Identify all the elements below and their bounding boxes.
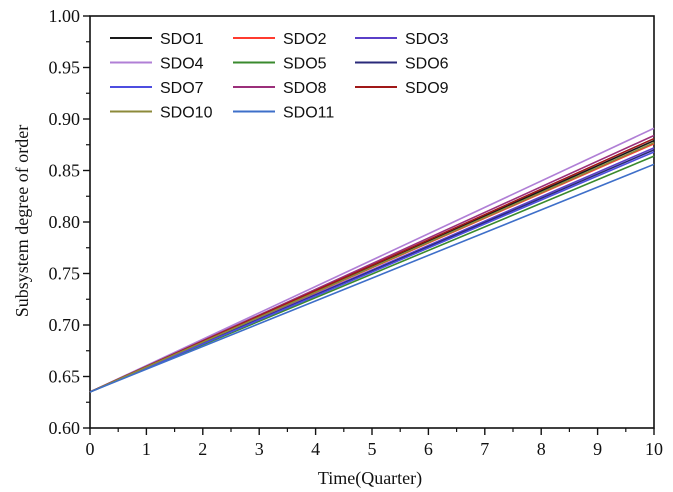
x-tick-label: 6: [424, 439, 433, 459]
legend-label-sdo5: SDO5: [283, 56, 327, 73]
legend-label-sdo7: SDO7: [160, 80, 204, 97]
x-tick-label: 5: [368, 439, 377, 459]
plot-frame: [89, 15, 655, 429]
legend-label-sdo4: SDO4: [160, 56, 204, 73]
y-tick-label: 0.90: [49, 109, 81, 129]
y-tick-label: 0.85: [49, 161, 81, 181]
plot-border: [89, 15, 655, 429]
y-tick-label: 0.95: [49, 58, 81, 78]
series-line-sdo4: [89, 127, 655, 393]
x-tick-label: 1: [142, 439, 151, 459]
legend-label-sdo9: SDO9: [405, 80, 449, 97]
y-tick-label: 0.65: [49, 367, 81, 387]
legend-label-sdo8: SDO8: [283, 80, 327, 97]
legend-label-sdo11: SDO11: [283, 105, 334, 122]
x-axis-title: Time(Quarter): [318, 468, 422, 489]
x-axis-ticks: 0 1 2 3 4 5 6 7 8 9 10: [86, 428, 663, 459]
x-tick-label: 0: [86, 439, 95, 459]
x-tick-label: 7: [480, 439, 489, 459]
series-lines: [89, 127, 655, 393]
legend-label-sdo3: SDO3: [405, 31, 449, 48]
series-line-sdo11: [89, 163, 655, 393]
series-line-sdo7: [89, 151, 655, 393]
y-axis-ticks: 0.60 0.65 0.70 0.75 0.80 0.85 0.90 0.95 1.00: [49, 6, 90, 438]
y-tick-label: 1.00: [49, 6, 81, 26]
y-tick-label: 0.80: [49, 212, 81, 232]
y-tick-label: 0.75: [49, 264, 81, 284]
series-line-sdo10: [89, 141, 655, 393]
legend-label-sdo10: SDO10: [160, 105, 213, 122]
x-tick-label: 3: [255, 439, 264, 459]
x-tick-label: 9: [593, 439, 602, 459]
x-tick-label: 10: [645, 439, 663, 459]
legend: SDO1 SDO2 SDO3 SDO4 SDO5 SDO6 SDO7 SDO8 SDO9 SDO1…: [110, 31, 449, 122]
y-tick-label: 0.60: [49, 418, 81, 438]
x-tick-label: 8: [537, 439, 546, 459]
y-axis-title: Subsystem degree of order: [12, 125, 32, 317]
x-tick-label: 2: [198, 439, 207, 459]
y-tick-label: 0.70: [49, 315, 81, 335]
legend-label-sdo1: SDO1: [160, 31, 204, 48]
legend-label-sdo2: SDO2: [283, 31, 327, 48]
legend-label-sdo6: SDO6: [405, 56, 449, 73]
x-tick-label: 4: [311, 439, 320, 459]
